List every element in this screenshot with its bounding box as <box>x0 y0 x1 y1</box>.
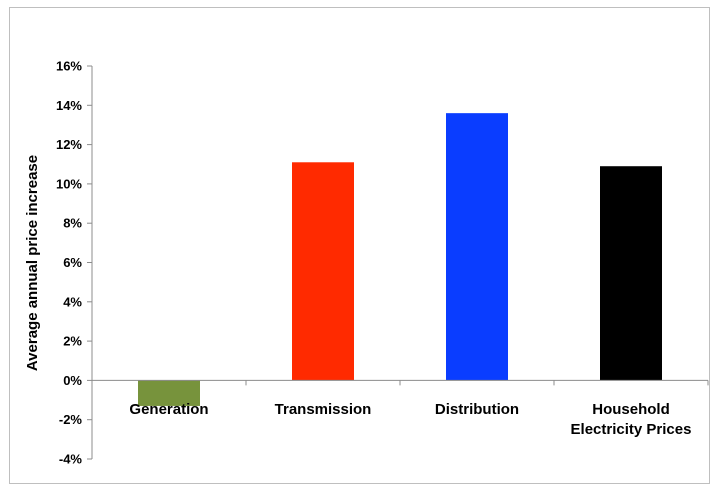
category-label: Generation <box>129 401 208 418</box>
bar-transmission <box>292 162 354 381</box>
category-labels: Generation Transmission Distribution Househ… <box>129 401 691 438</box>
y-tick-label: 6% <box>63 255 82 270</box>
y-tick-label: 10% <box>56 176 82 191</box>
x-axis-ticks <box>245 380 709 386</box>
category-label: Transmission <box>275 401 372 418</box>
y-tick-label: 0% <box>63 373 82 388</box>
y-tick-label: 14% <box>56 98 82 113</box>
y-axis-label: Average annual price increase <box>24 155 41 371</box>
y-tick-label: 8% <box>63 216 82 231</box>
y-tick-label: -4% <box>59 452 83 467</box>
bars <box>138 113 662 406</box>
y-axis-ticks: 16% 14% 12% 10% 8% 6% 4% 2% 0% -2% -4% <box>56 59 92 467</box>
y-tick-label: 16% <box>56 59 82 74</box>
category-label: Distribution <box>435 401 519 418</box>
y-tick-label: 2% <box>63 334 82 349</box>
y-tick-label: 12% <box>56 137 82 152</box>
bar-distribution <box>446 113 508 381</box>
y-tick-label: 4% <box>63 294 82 309</box>
y-tick-label: -2% <box>59 412 83 427</box>
chart-frame <box>9 7 710 484</box>
bar-household-electricity-prices <box>600 166 662 381</box>
category-label: Household Electricity Prices <box>571 401 692 438</box>
bar-generation <box>138 380 200 406</box>
